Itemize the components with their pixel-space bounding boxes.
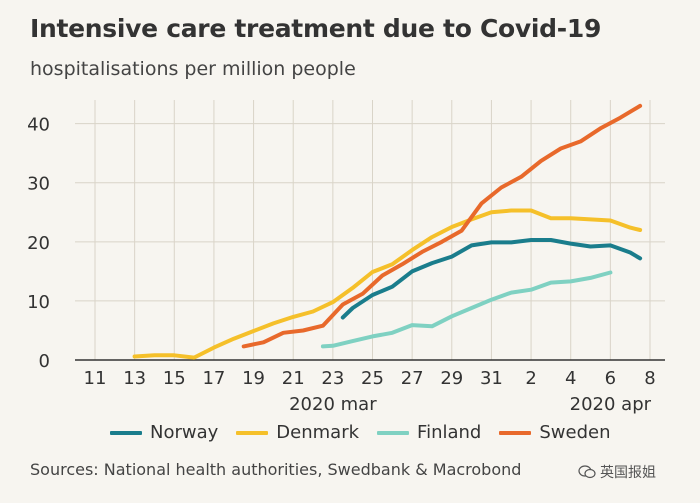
x-tick-label: 8 [644, 368, 655, 389]
series-lines [132, 103, 643, 360]
x-tick-label: 23 [321, 368, 344, 389]
x-tick-label: 21 [282, 368, 305, 389]
y-tick-label: 30 [27, 174, 50, 195]
legend-label-norway: Norway [150, 422, 219, 443]
wechat-icon [578, 465, 596, 479]
y-tick-label: 10 [27, 292, 50, 313]
x-tick-label: 29 [440, 368, 463, 389]
grid [75, 100, 665, 361]
legend-label-denmark: Denmark [276, 422, 360, 443]
legend-swatch-norway [110, 430, 142, 435]
series-line-sweden [241, 103, 643, 349]
x-tick-label: 4 [565, 368, 576, 389]
x-axis-ticks: 11 13 15 17 19 21 23 25 27 29 31 2 4 6 8 2020 mar 2020 a… [84, 368, 656, 415]
y-axis-ticks: 0 10 20 30 40 [27, 115, 50, 372]
legend-label-finland: Finland [417, 422, 482, 443]
series-line-norway [340, 238, 643, 320]
y-tick-label: 20 [27, 233, 50, 254]
x-tick-label: 27 [401, 368, 424, 389]
x-tick-label: 25 [361, 368, 384, 389]
legend-item-finland: Finland [377, 422, 481, 443]
x-tick-label: 6 [605, 368, 616, 389]
chart-subtitle: hospitalisations per million people [30, 58, 356, 80]
watermark: 英国报姐 [578, 462, 656, 482]
legend-item-denmark: Denmark [236, 422, 359, 443]
source-note: Sources: National health authorities, Sw… [30, 460, 522, 479]
y-tick-label: 0 [39, 351, 50, 372]
x-tick-label: 13 [123, 368, 146, 389]
legend-item-norway: Norway [110, 422, 218, 443]
y-tick-label: 40 [27, 115, 50, 136]
x-month-label: 2020 mar [289, 394, 377, 415]
legend-swatch-denmark [236, 430, 269, 435]
series-line-denmark [132, 208, 643, 360]
watermark-text: 英国报姐 [600, 465, 656, 481]
legend-swatch-sweden [499, 430, 532, 435]
x-tick-label: 19 [242, 368, 265, 389]
x-tick-label: 15 [163, 368, 186, 389]
legend-swatch-finland [377, 430, 410, 435]
series-line-finland [320, 270, 613, 349]
line-chart: 0 10 20 30 40 11 13 15 17 19 21 23 25 27 29 31 2 4 6 8 2020… [27, 100, 665, 415]
x-tick-label: 17 [202, 368, 225, 389]
x-tick-label: 11 [84, 368, 107, 389]
legend-item-sweden: Sweden [499, 422, 611, 443]
legend-label-sweden: Sweden [539, 422, 611, 443]
x-tick-label: 2 [525, 368, 536, 389]
chart-title: Intensive care treatment due to Covid-19 [30, 14, 602, 43]
x-month-label: 2020 apr [570, 394, 652, 415]
x-tick-label: 31 [480, 368, 503, 389]
legend: Norway Denmark Finland Sweden [110, 422, 629, 443]
